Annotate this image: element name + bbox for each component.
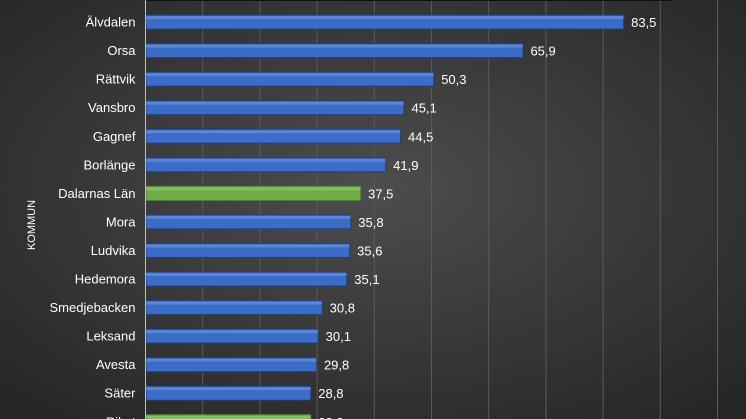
category-label: Säter bbox=[104, 386, 136, 401]
category-label: Riket bbox=[106, 414, 136, 419]
data-label: 37,5 bbox=[368, 186, 393, 201]
category-label: Smedjebacken bbox=[50, 300, 136, 315]
data-label: 44,5 bbox=[408, 129, 433, 144]
bar-highlight bbox=[146, 330, 319, 334]
data-label: 28,8 bbox=[318, 415, 343, 419]
bar-highlight bbox=[146, 415, 311, 419]
category-label: Hedemora bbox=[75, 272, 136, 287]
bar-highlight bbox=[146, 73, 434, 77]
data-label: 41,9 bbox=[393, 158, 418, 173]
data-label: 30,8 bbox=[330, 301, 355, 316]
data-label: 45,1 bbox=[411, 101, 436, 116]
category-label: Älvdalen bbox=[86, 15, 136, 30]
category-label: Gagnef bbox=[93, 129, 136, 144]
data-label: 30,1 bbox=[326, 329, 351, 344]
category-label: Mora bbox=[106, 214, 136, 229]
bar-highlight bbox=[146, 44, 523, 48]
bar-highlight bbox=[146, 273, 347, 276]
bar-highlight bbox=[146, 244, 350, 248]
category-label: Borlänge bbox=[83, 157, 135, 172]
data-label: 29,8 bbox=[324, 358, 349, 373]
data-label: 50,3 bbox=[441, 72, 466, 87]
bar-highlight bbox=[146, 16, 624, 20]
bar-highlight bbox=[146, 387, 311, 391]
data-label: 83,5 bbox=[631, 15, 656, 30]
y-axis-title: KOMMUN bbox=[26, 200, 38, 250]
category-label: Ludvika bbox=[91, 243, 137, 258]
category-label: Rättvik bbox=[96, 72, 136, 87]
bar bbox=[145, 0, 673, 1]
category-label: Dalarnas Län bbox=[58, 186, 135, 201]
data-label: 35,6 bbox=[357, 243, 382, 258]
bar-highlight bbox=[146, 301, 323, 305]
data-label: 35,8 bbox=[358, 215, 383, 230]
bar-highlight bbox=[146, 358, 317, 362]
data-label: 35,1 bbox=[354, 272, 379, 287]
bar-highlight bbox=[146, 187, 361, 191]
category-label: Orsa bbox=[107, 43, 136, 58]
category-label: Leksand bbox=[86, 329, 135, 344]
bar-highlight bbox=[146, 101, 404, 105]
category-label: Vansbro bbox=[88, 100, 135, 115]
data-label: 65,9 bbox=[530, 44, 555, 59]
bar-highlight bbox=[146, 215, 351, 219]
bar-highlight bbox=[146, 130, 401, 134]
bar bbox=[145, 414, 312, 419]
bar-highlight bbox=[146, 158, 386, 162]
category-label: Avesta bbox=[96, 357, 136, 372]
data-label: 28,8 bbox=[318, 386, 343, 401]
